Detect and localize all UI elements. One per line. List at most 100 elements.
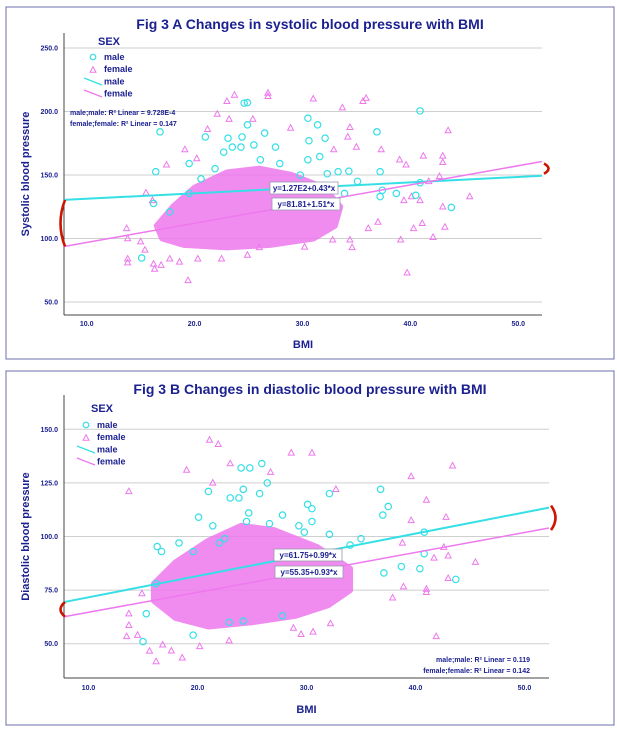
male-point (175, 539, 183, 547)
male-point (185, 159, 193, 168)
female-point (123, 254, 132, 262)
female-point (409, 224, 418, 232)
female-point (149, 259, 158, 267)
male-point (452, 575, 460, 584)
female-point (343, 132, 352, 140)
female-point (287, 448, 296, 456)
male-point (265, 519, 274, 528)
male-point (239, 485, 248, 494)
male-point (156, 128, 164, 136)
female-point (193, 254, 202, 262)
y-tick-label: 250.0 (40, 45, 58, 52)
male-point (137, 254, 146, 262)
female-point (182, 465, 191, 473)
female-point (400, 196, 408, 204)
male-point (300, 528, 309, 537)
male-point (373, 128, 381, 136)
r-squared-label: male;male: R² Linear = 0.119 (436, 657, 530, 664)
female-point (122, 632, 131, 640)
female-point (297, 629, 305, 637)
male-point (278, 612, 287, 620)
y-axis-label: Diastolic blood pressure (20, 472, 32, 600)
female-point (133, 630, 142, 638)
female-point (157, 260, 165, 268)
female-point (165, 254, 174, 262)
male-point (296, 171, 305, 179)
female-point (226, 459, 235, 467)
female-point (289, 623, 298, 631)
legend-female-line-icon (76, 457, 96, 466)
female-point (255, 243, 264, 251)
female-point (422, 587, 431, 595)
male-point (255, 489, 264, 498)
x-axis-label: BMI (296, 704, 316, 716)
male-point (157, 547, 166, 556)
male-point (315, 152, 324, 161)
female-point (441, 222, 449, 230)
female-point (418, 218, 427, 226)
female-point (438, 202, 447, 210)
male-point (201, 133, 210, 141)
female-point (141, 245, 149, 253)
male-point (149, 199, 158, 208)
female-point (248, 114, 257, 122)
male-point (308, 517, 316, 526)
female-point (438, 157, 447, 166)
female-point (402, 160, 410, 168)
female-point (162, 160, 171, 168)
female-point (346, 235, 354, 243)
male-point (211, 164, 219, 173)
female-point (309, 627, 317, 635)
y-tick-label: 50.0 (44, 300, 58, 307)
female-point (225, 636, 233, 644)
male-point (378, 511, 387, 519)
female-point (419, 151, 428, 159)
female-point (422, 495, 431, 503)
male-point (321, 134, 329, 142)
male-point (334, 167, 342, 176)
x-tick-label: 40.0 (409, 685, 423, 692)
legend-title: SEX (98, 36, 121, 48)
male-point (411, 191, 420, 200)
male-point (237, 143, 245, 151)
female-equation-label: y=81.81+1.51*x (278, 200, 335, 209)
bracket-annotation (543, 162, 550, 175)
legend-male-line-icon (76, 445, 96, 454)
female-point (352, 142, 361, 150)
male-point (220, 534, 229, 543)
male-point (392, 189, 401, 198)
female-point (223, 96, 231, 105)
female-point (309, 94, 318, 102)
female-point (329, 145, 338, 153)
female-point (195, 642, 204, 650)
legend-female-marker-icon (89, 65, 97, 73)
male-point (242, 517, 251, 526)
male-point (228, 143, 237, 151)
female-equation-box (274, 565, 344, 579)
bracket-annotation (59, 601, 66, 618)
female-point (125, 609, 133, 617)
y-tick-label: 100.0 (40, 534, 58, 541)
male-point (376, 192, 384, 201)
female-point (152, 657, 160, 665)
female-point (184, 276, 192, 284)
female-point (230, 90, 239, 98)
male-point (235, 494, 243, 502)
legend-entry: female (97, 457, 126, 467)
bracket-annotation (549, 504, 557, 531)
male-point (325, 530, 334, 539)
male-point (258, 459, 266, 468)
male-point (295, 521, 303, 530)
male-point (313, 121, 322, 129)
female-point (225, 114, 233, 122)
female-point (266, 467, 275, 475)
male-point (226, 494, 235, 502)
male-equation-box (273, 548, 343, 562)
legend-entry: female (104, 89, 133, 99)
male-point (204, 487, 213, 496)
female-point (122, 224, 131, 232)
female-point (388, 593, 397, 601)
male-equation-label: y=1.27E2+0.43*x (273, 184, 336, 193)
female-point (435, 171, 444, 179)
